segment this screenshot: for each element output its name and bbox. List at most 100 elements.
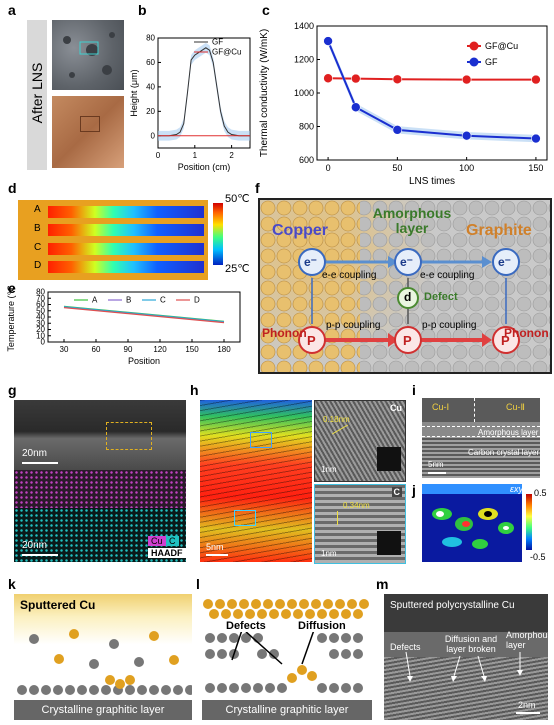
coupling-ee-1: e-e coupling xyxy=(322,270,377,281)
roi-box xyxy=(106,422,152,450)
eds-map: 20nm Cu C HAADF xyxy=(14,470,186,562)
exy-label: εxy xyxy=(510,484,523,494)
thermal-row-A xyxy=(48,206,204,218)
base-layer-l: Crystalline graphitic layer xyxy=(202,700,372,720)
legend-marker-GF xyxy=(469,57,479,67)
x-axis-label: Position xyxy=(128,356,160,366)
y-tick-label: 40 xyxy=(146,83,155,92)
y-tick-label: 70 xyxy=(36,294,45,303)
y-tick-label: 40 xyxy=(36,313,45,322)
thermal-row-B xyxy=(48,224,204,236)
y-axis-label: Height (μm) xyxy=(130,69,139,116)
y-tick-label: 800 xyxy=(299,122,314,132)
y-tick-label: 20 xyxy=(146,107,155,116)
y-tick-label: 60 xyxy=(36,300,45,309)
x-axis-label: LNS times xyxy=(409,176,455,187)
hrtem-inset-c: C 0.34nm 1nm xyxy=(314,484,406,564)
y-tick-label: 80 xyxy=(146,34,155,43)
panel-label-g: g xyxy=(8,382,17,398)
electron-1: e⁻ xyxy=(304,255,318,269)
after-lns-bar: After LNS xyxy=(27,20,47,170)
panel-label-f: f xyxy=(255,180,260,196)
y-tick-label: 60 xyxy=(146,58,155,67)
y-tick-label: 30 xyxy=(36,319,45,328)
scale-max: 50℃ xyxy=(225,193,250,205)
label-carbon-layer: Carbon crystal layer xyxy=(468,448,540,457)
x-tick-label: 150 xyxy=(185,345,199,354)
panel-label-j: j xyxy=(412,482,416,498)
x-tick-label: 30 xyxy=(60,345,69,354)
x-tick-label: 1 xyxy=(193,151,198,160)
x-tick-label: 150 xyxy=(528,163,543,173)
legend-label-B: B xyxy=(126,296,131,305)
panel-label-i: i xyxy=(412,382,416,398)
y-axis-label: Temperature (℃) xyxy=(6,286,16,352)
x-axis-label: Position (cm) xyxy=(178,162,231,172)
data-point-GF xyxy=(392,125,403,135)
scale-bar-g1 xyxy=(22,462,58,464)
series-band xyxy=(158,42,250,141)
series-line-GF xyxy=(158,47,250,137)
data-point-GF@Cu xyxy=(531,74,541,85)
scale-text-g2: 20nm xyxy=(22,540,48,551)
panel-label-h: h xyxy=(190,382,199,398)
m-title: Sputtered polycrystalline Cu xyxy=(390,600,515,611)
legend-marker-GF@Cu xyxy=(469,41,479,51)
strain-map: 5nm xyxy=(200,400,312,562)
legend-c: C xyxy=(166,536,179,546)
y-tick-label: 1000 xyxy=(294,88,314,98)
legend-haadf: HAADF xyxy=(148,548,186,558)
y-tick-label: 10 xyxy=(36,331,45,340)
label-cu1: Cu-Ⅰ xyxy=(432,402,450,412)
data-point-GF xyxy=(350,102,361,113)
panel-label-e: e xyxy=(8,280,16,296)
legend-label-GF: GF xyxy=(212,38,223,47)
panel-label-b: b xyxy=(138,2,147,18)
m-defects: Defects xyxy=(390,642,421,652)
x-tick-label: 0 xyxy=(326,163,331,173)
exy-color-bar xyxy=(526,494,532,550)
y-tick-label: 50 xyxy=(36,306,45,315)
label-phonon-left: Phonon xyxy=(262,326,307,340)
legend-cu: Cu xyxy=(148,536,166,546)
cross-section-tem: Sputtered polycrystalline Cu Defects Dif… xyxy=(384,594,552,720)
row-label-C: C xyxy=(34,242,42,253)
scale-bar-i xyxy=(428,472,446,474)
inset-cu-tag: Cu xyxy=(390,403,402,413)
inset-c-tag: C xyxy=(391,487,402,497)
panel-label-l: l xyxy=(196,576,200,592)
electron-3: e⁻ xyxy=(498,255,512,269)
inset-c-scale: 1nm xyxy=(321,549,337,558)
label-amorphous-layer: Amorphous layer xyxy=(478,428,539,437)
series-band xyxy=(328,37,536,143)
data-point-GF@Cu xyxy=(350,73,361,84)
y-axis-label: Thermal conductivity (W/mK) xyxy=(259,29,270,157)
phonon-2: P xyxy=(403,333,412,348)
phonon-1: P xyxy=(307,333,316,348)
x-tick-label: 180 xyxy=(217,345,231,354)
legend-label-C: C xyxy=(160,296,166,305)
label-defect: Defect xyxy=(424,291,458,303)
coupling-ee-2: e-e coupling xyxy=(420,270,475,281)
x-tick-label: 90 xyxy=(124,345,133,354)
legend-label-GF@Cu: GF@Cu xyxy=(212,48,241,57)
data-point-GF@Cu xyxy=(323,73,333,84)
scale-bar-m xyxy=(516,712,540,714)
defects-label: Defects xyxy=(226,620,266,632)
inset-cu-scale: 1nm xyxy=(321,465,337,474)
scale-text-h: 5nm xyxy=(206,542,224,552)
y-tick-label: 1200 xyxy=(294,55,314,65)
x-tick-label: 60 xyxy=(92,345,101,354)
label-amorphous: Amorphous layer xyxy=(372,205,452,236)
label-phonon-right: Phonon xyxy=(504,326,549,340)
y-tick-label: 0 xyxy=(151,131,156,140)
legend-label-GF@Cu: GF@Cu xyxy=(485,41,518,51)
panel-label-c: c xyxy=(262,2,270,18)
series-line-D xyxy=(63,307,225,324)
diffusion-schematic: Defects Diffusion Crystalline graphitic … xyxy=(202,594,372,720)
inset-box-c xyxy=(234,510,256,526)
y-tick-label: 20 xyxy=(36,325,45,334)
diffusion-label: Diffusion xyxy=(298,620,346,632)
scale-min: 25℃ xyxy=(225,263,250,275)
